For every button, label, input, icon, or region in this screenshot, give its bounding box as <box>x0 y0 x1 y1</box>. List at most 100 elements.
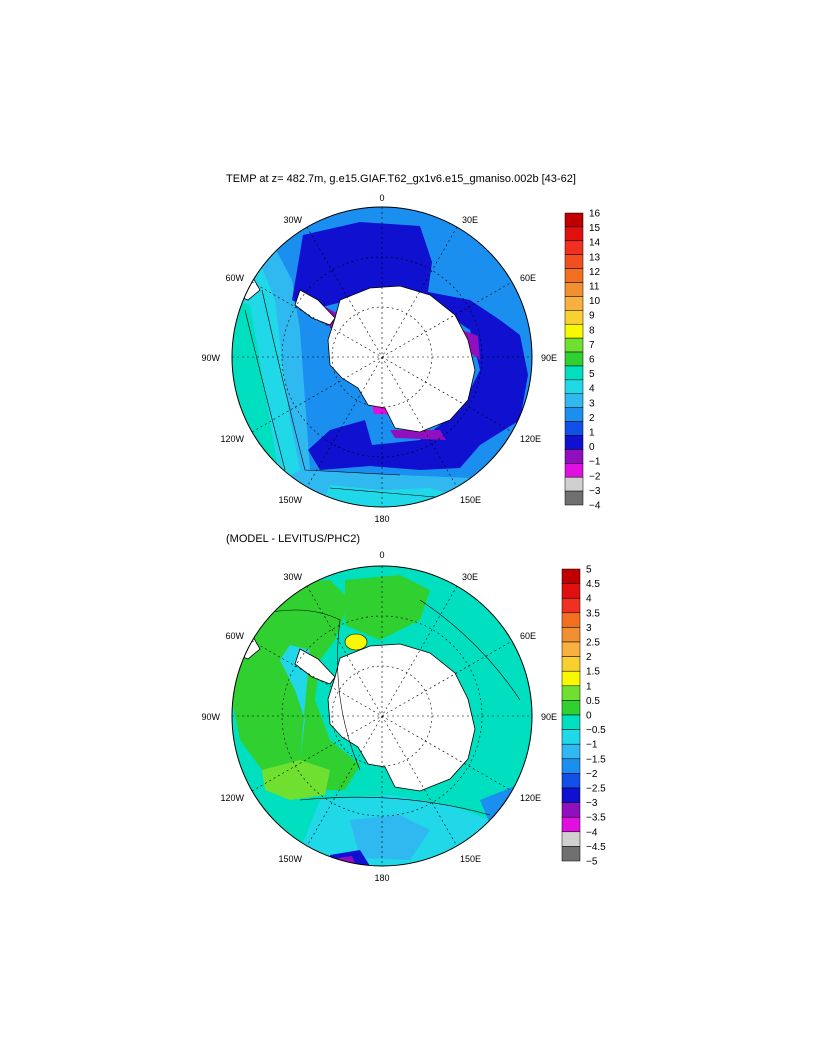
map2-contour-b <box>299 796 491 816</box>
colorbar-tick-label: 0 <box>589 442 595 453</box>
map1-antarctica <box>327 285 476 433</box>
map2-lon-label: 90W <box>201 712 220 722</box>
colorbar-swatch <box>564 365 584 381</box>
colorbar-swatch <box>564 379 584 395</box>
colorbar-swatch <box>561 714 581 730</box>
colorbar-tick-label: 7 <box>589 340 595 351</box>
map1-lon-label: 60W <box>225 273 244 283</box>
map1-lon-label: 120E <box>520 434 541 444</box>
colorbar-swatch <box>561 670 581 687</box>
colorbar-tick-label: −4 <box>586 827 598 838</box>
map2-field-band-neg-2.5 <box>500 805 532 845</box>
colorbar-swatch <box>564 268 584 283</box>
colorbar-tick-label: −2 <box>586 769 598 780</box>
colorbar-swatch <box>561 729 581 745</box>
colorbar-tick-label: 5 <box>589 369 595 380</box>
map2-field-band-1-1.5 <box>344 633 368 651</box>
map2-colorbar: 5 4.5 4 3.5 3 2.5 2 1.5 1 0.5 0 −0.5 −1 −1.5 −2 −2.5 −3 −… <box>561 565 606 868</box>
colorbar-tick-label: −4.5 <box>586 842 606 853</box>
map2-lon-label: 60W <box>225 631 244 641</box>
map2-lon-labels: 0 30E 60E 90E 120E 150E 180 150W 120W 90… <box>201 550 557 883</box>
colorbar-swatch <box>561 627 581 643</box>
colorbar-swatch <box>564 323 584 339</box>
map2-lon-label: 30E <box>462 572 478 582</box>
map1-lon-label: 150E <box>460 495 481 505</box>
map1: 0 30E 60E 90E 120E 150E 180 150W 120W 90… <box>201 193 600 524</box>
map1-lon-label: 180 <box>374 514 389 524</box>
colorbar-swatch <box>564 421 584 436</box>
colorbar-tick-label: 2 <box>589 413 595 424</box>
colorbar-swatch <box>561 831 581 847</box>
map1-contour-a <box>244 309 286 471</box>
map1-lon-label: 0 <box>379 193 384 203</box>
colorbar-tick-label: 2 <box>586 652 592 663</box>
colorbar-swatch <box>561 641 581 657</box>
colorbar-swatch <box>561 743 581 760</box>
colorbar-tick-label: 0 <box>586 711 592 722</box>
colorbar-tick-label: −1 <box>586 740 598 751</box>
map1-title: TEMP at z= 482.7m, g.e15.GIAF.T62_gx1v6.… <box>226 173 576 185</box>
colorbar-tick-label: 11 <box>589 282 600 293</box>
map2-field-band-peninsula-cool <box>280 645 310 760</box>
colorbar-tick-label: 2.5 <box>586 638 600 649</box>
map2-lon-label: 180 <box>374 873 389 883</box>
map1-contour-b <box>261 289 401 476</box>
map1-lon-label: 90W <box>201 353 220 363</box>
map2-graticule <box>232 566 532 866</box>
map1-field-band-2-3 <box>232 248 532 507</box>
colorbar-swatch <box>561 568 581 584</box>
colorbar-swatch <box>561 656 581 672</box>
colorbar-tick-label: 1 <box>589 428 595 439</box>
colorbar-tick-label: −3 <box>586 798 598 809</box>
colorbar-swatch <box>561 758 581 774</box>
map2-field-band-neg-1 <box>350 815 430 860</box>
colorbar-tick-label: −0.5 <box>586 725 606 736</box>
map1-field-band-0-1 <box>292 222 528 470</box>
map1-antarctic-peninsula <box>294 289 336 326</box>
map2-field-band-0-0.5b <box>345 575 430 640</box>
map2-antarctica <box>327 643 476 792</box>
map2: 0 30E 60E 90E 120E 150E 180 150W 120W 90… <box>201 550 606 883</box>
colorbar-swatch <box>564 296 584 311</box>
colorbar-swatch <box>564 435 584 450</box>
colorbar-swatch <box>564 310 584 325</box>
map2-lon-label: 60E <box>520 631 536 641</box>
colorbar-swatch <box>564 449 584 464</box>
colorbar-swatch <box>561 700 581 716</box>
colorbar-tick-label: 6 <box>589 355 595 366</box>
colorbar-swatch <box>561 685 581 701</box>
colorbar-tick-label: 4 <box>586 594 592 605</box>
map2-lon-label: 120W <box>220 793 244 803</box>
colorbar-swatch <box>561 802 581 818</box>
map2-antarctic-peninsula <box>294 648 336 685</box>
colorbar-tick-label: −5 <box>586 857 598 868</box>
colorbar-swatch <box>564 337 584 353</box>
map1-lon-label: 120W <box>220 434 244 444</box>
colorbar-tick-label: −3 <box>589 486 601 497</box>
map2-lon-label: 150E <box>460 854 481 864</box>
map2-title: (MODEL - LEVITUS/PHC2) <box>226 533 361 545</box>
colorbar-tick-label: −1 <box>589 457 601 468</box>
colorbar-swatch <box>564 351 584 367</box>
colorbar-swatch <box>561 597 581 614</box>
colorbar-tick-label: 16 <box>589 209 601 220</box>
colorbar-swatch <box>564 240 584 255</box>
map1-graticule <box>232 207 532 507</box>
colorbar-swatch <box>561 787 581 803</box>
colorbar-swatch <box>564 476 584 492</box>
colorbar-tick-label: 12 <box>589 267 601 278</box>
colorbar-tick-label: 10 <box>589 296 601 307</box>
map1-lon-label: 90E <box>541 353 557 363</box>
map2-contour-c <box>419 599 521 701</box>
colorbar-tick-label: 1.5 <box>586 667 600 678</box>
colorbar-tick-label: 4 <box>589 384 595 395</box>
map1-lon-labels: 0 30E 60E 90E 120E 150E 180 150W 120W 90… <box>201 193 557 524</box>
colorbar-swatch <box>564 282 584 297</box>
colorbar-tick-label: 15 <box>589 223 601 234</box>
map1-lon-label: 30W <box>283 215 302 225</box>
colorbar-swatch <box>564 463 584 478</box>
colorbar-swatch <box>564 226 584 242</box>
colorbar-swatch <box>561 846 581 862</box>
